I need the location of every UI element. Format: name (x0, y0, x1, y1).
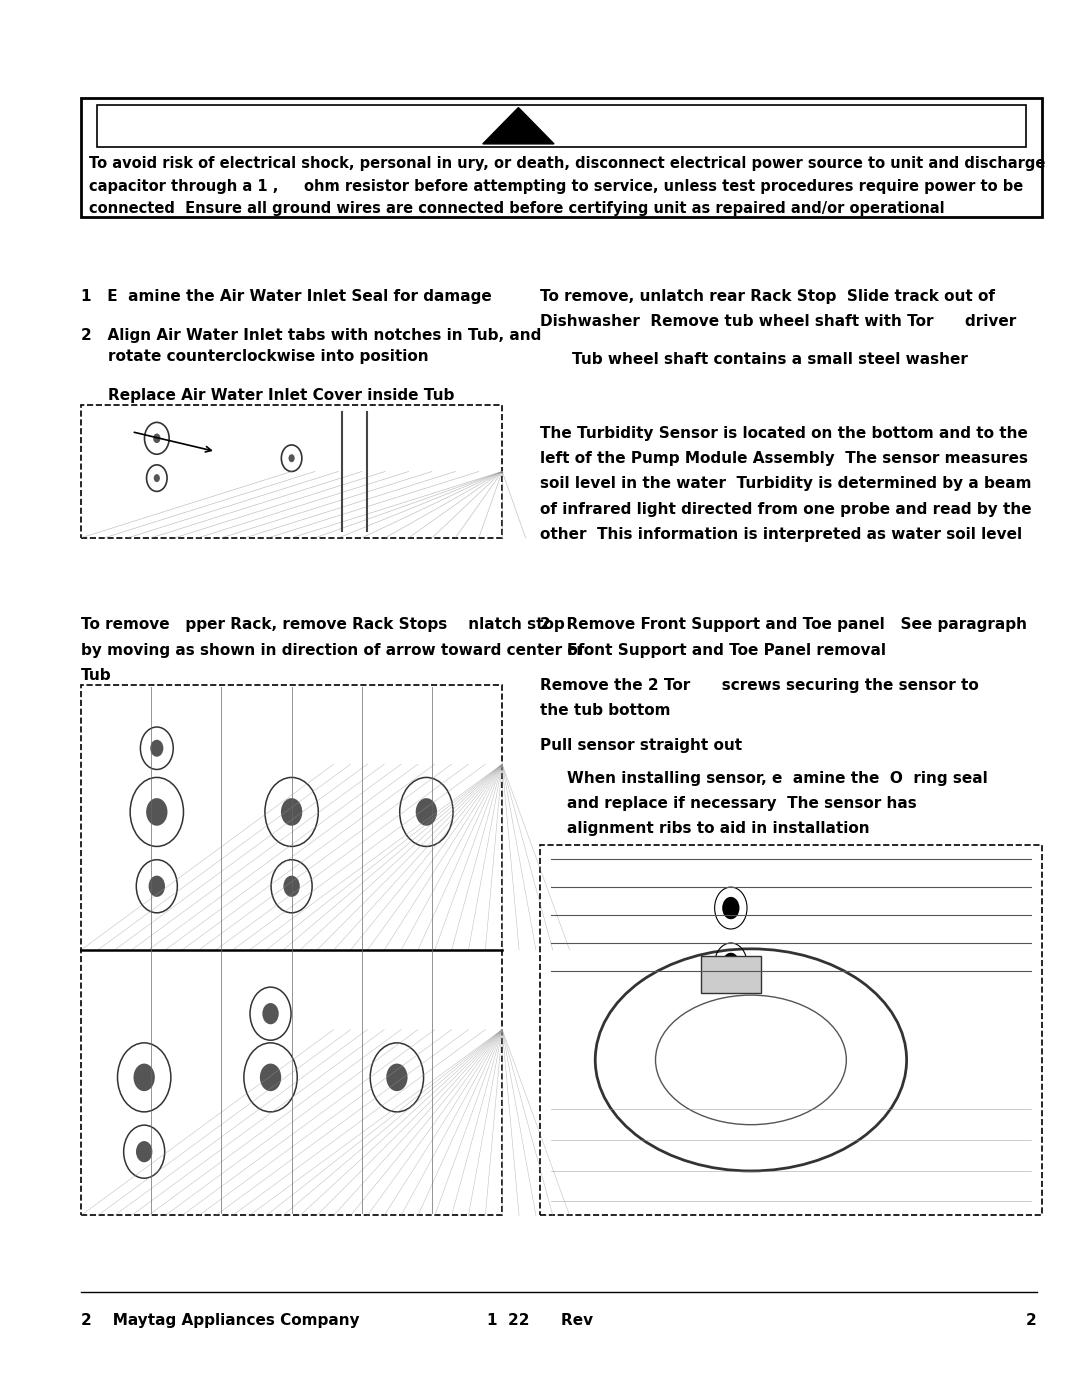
Text: rotate counterclockwise into position: rotate counterclockwise into position (108, 349, 429, 365)
FancyBboxPatch shape (701, 956, 761, 993)
Circle shape (288, 454, 295, 462)
Circle shape (149, 876, 165, 897)
Text: by moving as shown in direction of arrow toward center of: by moving as shown in direction of arrow… (81, 643, 584, 658)
Circle shape (416, 798, 437, 826)
Text: 2: 2 (1026, 1313, 1037, 1329)
Text: Remove the 2 Tor      screws securing the sensor to: Remove the 2 Tor screws securing the sen… (540, 678, 978, 693)
Text: Replace Air Water Inlet Cover inside Tub: Replace Air Water Inlet Cover inside Tub (108, 388, 455, 404)
Text: To remove   pper Rack, remove Rack Stops    nlatch stop: To remove pper Rack, remove Rack Stops n… (81, 617, 565, 633)
Circle shape (283, 876, 300, 897)
Circle shape (281, 798, 302, 826)
Circle shape (260, 1063, 281, 1091)
Text: of infrared light directed from one probe and read by the: of infrared light directed from one prob… (540, 502, 1031, 517)
Text: 1  22      Rev: 1 22 Rev (487, 1313, 593, 1329)
Text: 2    Maytag Appliances Company: 2 Maytag Appliances Company (81, 1313, 360, 1329)
Text: and replace if necessary  The sensor has: and replace if necessary The sensor has (567, 796, 917, 812)
FancyBboxPatch shape (81, 685, 502, 1215)
Circle shape (387, 1063, 407, 1091)
Text: Tub wheel shaft contains a small steel washer: Tub wheel shaft contains a small steel w… (572, 352, 969, 367)
Text: 2   Remove Front Support and Toe panel   See paragraph: 2 Remove Front Support and Toe panel See… (540, 617, 1027, 633)
Text: Dishwasher  Remove tub wheel shaft with Tor      driver: Dishwasher Remove tub wheel shaft with T… (540, 314, 1016, 330)
Text: The Turbidity Sensor is located on the bottom and to the: The Turbidity Sensor is located on the b… (540, 426, 1028, 441)
Text: When installing sensor, e  amine the  O  ring seal: When installing sensor, e amine the O ri… (567, 771, 988, 787)
Circle shape (146, 798, 167, 826)
Polygon shape (483, 108, 554, 144)
Circle shape (723, 897, 740, 919)
Text: To remove, unlatch rear Rack Stop  Slide track out of: To remove, unlatch rear Rack Stop Slide … (540, 289, 995, 305)
Circle shape (262, 1003, 279, 1024)
Text: Pull sensor straight out: Pull sensor straight out (540, 738, 742, 753)
Text: Tub: Tub (81, 668, 111, 683)
Circle shape (153, 433, 161, 443)
Circle shape (136, 1141, 152, 1162)
Circle shape (150, 740, 163, 757)
Text: 2   Align Air Water Inlet tabs with notches in Tub, and: 2 Align Air Water Inlet tabs with notche… (81, 328, 541, 344)
Text: other  This information is interpreted as water soil level: other This information is interpreted as… (540, 527, 1022, 542)
Text: the tub bottom: the tub bottom (540, 703, 671, 718)
Circle shape (723, 953, 740, 975)
FancyBboxPatch shape (81, 405, 502, 538)
Circle shape (134, 1063, 154, 1091)
Text: alignment ribs to aid in installation: alignment ribs to aid in installation (567, 821, 869, 837)
Text: 1   E  amine the Air Water Inlet Seal for damage: 1 E amine the Air Water Inlet Seal for d… (81, 289, 491, 305)
Text: left of the Pump Module Assembly  The sensor measures: left of the Pump Module Assembly The sen… (540, 451, 1028, 467)
FancyBboxPatch shape (97, 105, 1026, 147)
Text: Front Support and Toe Panel removal: Front Support and Toe Panel removal (567, 643, 886, 658)
Circle shape (153, 474, 160, 482)
Text: capacitor through a 1 ,     ohm resistor before attempting to service, unless te: capacitor through a 1 , ohm resistor bef… (89, 179, 1023, 194)
FancyBboxPatch shape (81, 98, 1042, 217)
Text: soil level in the water  Turbidity is determined by a beam: soil level in the water Turbidity is det… (540, 476, 1031, 492)
Text: To avoid risk of electrical shock, personal in ury, or death, disconnect electri: To avoid risk of electrical shock, perso… (89, 156, 1045, 172)
Text: connected  Ensure all ground wires are connected before certifying unit as repai: connected Ensure all ground wires are co… (89, 201, 944, 217)
FancyBboxPatch shape (540, 845, 1042, 1215)
